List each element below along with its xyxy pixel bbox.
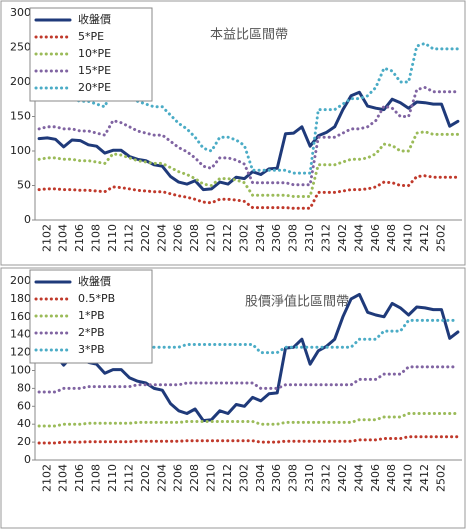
x-tick-label: 2204 — [155, 464, 168, 492]
y-tick-label: 120 — [10, 346, 31, 359]
y-tick-label: 200 — [10, 75, 31, 88]
y-tick-label: 50 — [17, 179, 31, 192]
y-tick-label: 140 — [10, 328, 31, 341]
series-line — [37, 41, 460, 175]
series-line — [37, 86, 460, 187]
legend-label: 收盤價 — [78, 274, 111, 288]
y-tick-label: 0 — [24, 213, 31, 226]
x-tick-label: 2312 — [320, 464, 333, 492]
legend-label: 20*PE — [78, 81, 111, 94]
legend-label: 2*PB — [78, 326, 105, 339]
chart-title: 本益比區間帶 — [210, 28, 288, 43]
x-tick-label: 2502 — [434, 224, 447, 252]
x-tick-label: 2208 — [188, 224, 201, 252]
legend-label: 0.5*PB — [78, 292, 115, 305]
x-tick-label: 2406 — [369, 464, 382, 492]
x-tick-label: 2402 — [336, 464, 349, 492]
y-tick-label: 40 — [17, 417, 31, 430]
x-tick-label: 2102 — [40, 464, 53, 492]
x-tick-label: 2204 — [155, 224, 168, 252]
x-tick-label: 2404 — [352, 464, 365, 492]
x-tick-label: 2202 — [139, 464, 152, 492]
y-tick-label: 160 — [10, 310, 31, 323]
x-tick-label: 2104 — [57, 464, 70, 492]
x-tick-label: 2302 — [237, 224, 250, 252]
x-tick-label: 2406 — [369, 224, 382, 252]
x-tick-label: 2112 — [122, 464, 135, 492]
y-tick-label: 0 — [24, 453, 31, 466]
series-line — [37, 90, 460, 192]
legend-label: 10*PE — [78, 47, 111, 60]
y-tick-label: 250 — [10, 41, 31, 54]
x-tick-label: 2312 — [320, 224, 333, 252]
x-tick-label: 2408 — [385, 464, 398, 492]
x-tick-label: 2304 — [254, 224, 267, 252]
x-tick-label: 2206 — [172, 224, 185, 252]
x-tick-label: 2306 — [270, 224, 283, 252]
series-line — [37, 435, 460, 445]
x-tick-label: 2104 — [57, 224, 70, 252]
x-tick-label: 2302 — [237, 464, 250, 492]
series-line — [37, 412, 460, 428]
x-tick-label: 2408 — [385, 224, 398, 252]
x-tick-label: 2106 — [73, 464, 86, 492]
y-tick-label: 80 — [17, 381, 31, 394]
x-tick-label: 2210 — [205, 224, 218, 252]
legend-label: 5*PE — [78, 30, 104, 43]
x-tick-label: 2112 — [122, 224, 135, 252]
x-tick-label: 2402 — [336, 224, 349, 252]
x-tick-label: 2310 — [303, 224, 316, 252]
x-tick-label: 2212 — [221, 464, 234, 492]
x-tick-label: 2202 — [139, 224, 152, 252]
x-tick-label: 2404 — [352, 224, 365, 252]
y-tick-label: 60 — [17, 399, 31, 412]
x-tick-label: 2108 — [90, 464, 103, 492]
x-tick-label: 2106 — [73, 224, 86, 252]
y-tick-label: 100 — [10, 144, 31, 157]
y-tick-label: 300 — [10, 6, 31, 19]
legend-label: 3*PB — [78, 343, 105, 356]
x-tick-label: 2110 — [106, 224, 119, 252]
series-line — [37, 130, 460, 198]
x-tick-label: 2308 — [287, 224, 300, 252]
x-tick-label: 2310 — [303, 464, 316, 492]
x-tick-label: 2410 — [402, 224, 415, 252]
x-tick-label: 2208 — [188, 464, 201, 492]
x-tick-label: 2304 — [254, 464, 267, 492]
series-line — [37, 292, 460, 423]
legend-label: 15*PE — [78, 64, 111, 77]
y-tick-label: 150 — [10, 110, 31, 123]
legend-label: 收盤價 — [78, 12, 111, 26]
y-tick-label: 100 — [10, 364, 31, 377]
legend-label: 1*PB — [78, 309, 105, 322]
y-tick-label: 180 — [10, 292, 31, 305]
chart-title: 股價淨值比區間帶 — [245, 294, 349, 310]
y-tick-label: 200 — [10, 274, 31, 287]
x-tick-label: 2102 — [40, 224, 53, 252]
x-tick-label: 2502 — [434, 464, 447, 492]
y-tick-label: 20 — [17, 435, 31, 448]
x-tick-label: 2412 — [418, 224, 431, 252]
series-line — [37, 174, 460, 210]
x-tick-label: 2306 — [270, 464, 283, 492]
x-tick-label: 2308 — [287, 464, 300, 492]
x-tick-label: 2412 — [418, 464, 431, 492]
x-tick-label: 2108 — [90, 224, 103, 252]
x-tick-label: 2206 — [172, 464, 185, 492]
x-tick-label: 2110 — [106, 464, 119, 492]
x-tick-label: 2212 — [221, 224, 234, 252]
series-line — [37, 365, 460, 394]
x-tick-label: 2210 — [205, 464, 218, 492]
x-tick-label: 2410 — [402, 464, 415, 492]
